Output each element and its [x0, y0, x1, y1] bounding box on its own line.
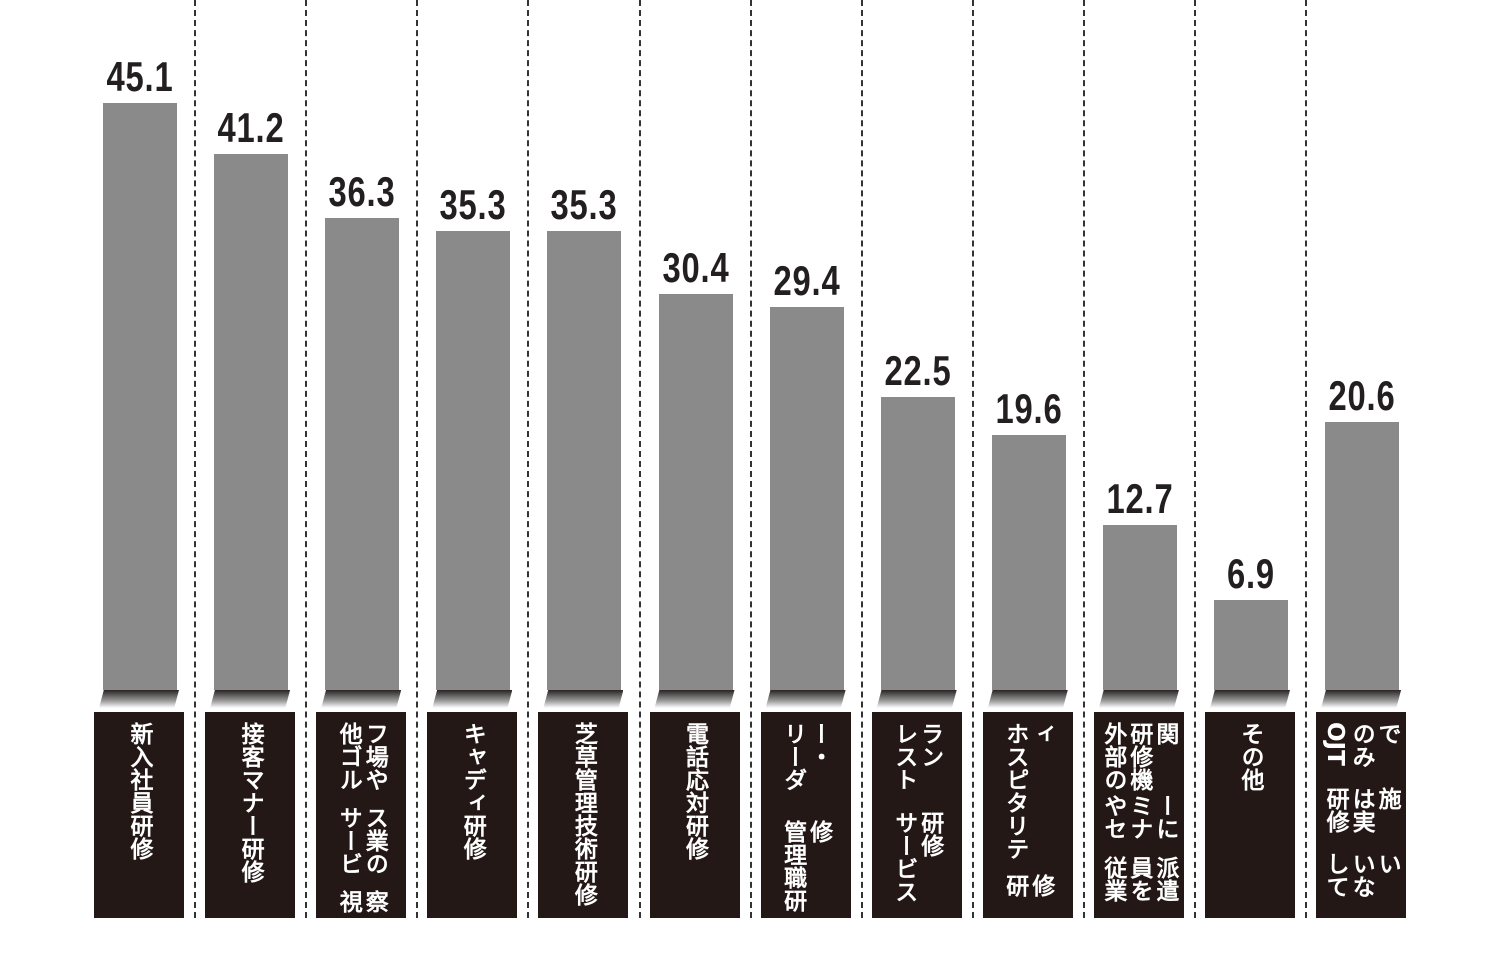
- data-label: 12.7: [1106, 474, 1174, 522]
- category-label-line: 研修は実施: [1322, 786, 1401, 833]
- data-label: 6.9: [1227, 550, 1275, 598]
- bar-base-shadow: [543, 690, 624, 708]
- bar-base-shadow: [1098, 690, 1179, 708]
- category-label-line: 従業員を派遣: [1099, 856, 1178, 903]
- bar-base-shadow: [210, 690, 291, 708]
- data-label: 22.5: [884, 347, 952, 395]
- bar: [1325, 421, 1400, 690]
- category-label: 新入社員研修: [94, 712, 184, 918]
- bar-base-shadow: [321, 690, 402, 708]
- bar-base-shadow: [765, 690, 846, 708]
- category-label-line: 電話応対研修: [681, 722, 708, 860]
- category-label-line: 他ゴルフ場や: [335, 722, 388, 791]
- category-label: 接客マナー研修: [205, 712, 296, 918]
- bar: [658, 294, 733, 690]
- bar-base-shadow: [1210, 690, 1290, 708]
- category-label-line: サービス研修: [890, 811, 943, 904]
- column-divider: [749, 0, 752, 918]
- category-label-text: 他ゴルフ場や サービス業の視察: [335, 722, 387, 918]
- data-label: 35.3: [550, 180, 618, 228]
- bar-base-shadow: [432, 690, 513, 708]
- category-label: ホスピタリティ 研修: [982, 712, 1073, 918]
- category-label-text: リーダー・管理職研修: [780, 722, 832, 918]
- category-label-text: レストランサービス研修: [891, 722, 943, 918]
- bar: [547, 230, 622, 690]
- bar: [1214, 600, 1288, 690]
- category-label-text: 電話応対研修: [682, 722, 708, 918]
- category-label: その他: [1205, 712, 1295, 918]
- category-label-line: 外部の研修機関: [1099, 722, 1178, 791]
- category-label-line: 管理職研修: [779, 820, 832, 912]
- column-divider: [1082, 0, 1085, 918]
- data-label: 29.4: [773, 257, 841, 305]
- category-label-line: 視察: [335, 890, 388, 913]
- bar-base-shadow: [1321, 690, 1402, 708]
- bar: [436, 230, 511, 690]
- category-label-text: OJTのみで 研修は実施していない: [1322, 722, 1400, 918]
- category-label-text: その他: [1237, 722, 1263, 918]
- category-label-line: レストラン: [890, 722, 943, 791]
- category-label: 芝草管理 技術研修: [538, 712, 629, 918]
- category-label-text: 新入社員研修: [126, 722, 152, 918]
- bar-base-shadow: [876, 690, 957, 708]
- bar: [1102, 524, 1177, 690]
- category-label-line: キャディ研修: [459, 722, 486, 860]
- category-label: 電話応対研修: [649, 712, 740, 918]
- data-label: 36.3: [328, 167, 396, 215]
- category-label-line: サービス業の: [335, 806, 388, 875]
- category-label-text: キャディ研修: [459, 722, 485, 918]
- column-divider: [860, 0, 863, 918]
- category-label-line: 新入社員研修: [126, 722, 152, 860]
- data-label: 45.1: [106, 53, 174, 100]
- column-divider: [638, 0, 641, 918]
- category-label-line: 接客マナー研修: [237, 722, 264, 883]
- bar-base-shadow: [987, 690, 1068, 708]
- category-label-text: ホスピタリティ 研修: [1002, 722, 1054, 918]
- category-label: レストランサービス研修: [871, 712, 962, 918]
- data-label: 19.6: [995, 384, 1063, 432]
- column-divider: [416, 0, 419, 918]
- bar-base-shadow: [99, 690, 179, 708]
- column-divider: [194, 0, 197, 918]
- category-label: 外部の研修機関 やセミナーに 従業員を派遣: [1093, 712, 1184, 918]
- bar: [214, 153, 289, 690]
- category-label-line: 研修: [1001, 874, 1054, 898]
- category-label: キャディ研修: [427, 712, 518, 918]
- category-label: OJTのみで 研修は実施していない: [1316, 712, 1407, 918]
- column-divider: [971, 0, 974, 918]
- data-label: 30.4: [662, 244, 729, 292]
- column-divider: [1194, 0, 1196, 918]
- category-label-text: 接客マナー研修: [237, 722, 263, 918]
- column-divider: [527, 0, 530, 918]
- column-divider: [1305, 0, 1308, 918]
- bar: [103, 103, 177, 690]
- category-label: リーダー・管理職研修: [760, 712, 851, 918]
- category-label-line: やセミナーに: [1099, 794, 1178, 841]
- category-label-line: OJTのみで: [1322, 722, 1401, 768]
- data-label: 41.2: [217, 103, 285, 151]
- bar-base-shadow: [654, 690, 735, 708]
- category-label-line: していない: [1322, 852, 1401, 899]
- category-label-line: 技術研修: [570, 814, 597, 906]
- category-label-text: 外部の研修機関 やセミナーに 従業員を派遣: [1100, 722, 1178, 918]
- category-label-line: リーダー・: [779, 722, 832, 791]
- data-label: 20.6: [1328, 371, 1396, 419]
- bar: [769, 307, 844, 690]
- bar: [325, 217, 400, 690]
- category-label-line: その他: [1237, 722, 1263, 791]
- bar: [991, 434, 1066, 690]
- category-label-text: 芝草管理 技術研修: [570, 722, 596, 918]
- column-divider: [305, 0, 308, 918]
- category-label-line: ホスピタリティ: [1001, 722, 1054, 860]
- category-label-line: 芝草管理: [570, 722, 597, 814]
- category-label: 他ゴルフ場や サービス業の視察: [316, 712, 407, 918]
- bar: [880, 397, 955, 690]
- data-label: 35.3: [439, 180, 507, 228]
